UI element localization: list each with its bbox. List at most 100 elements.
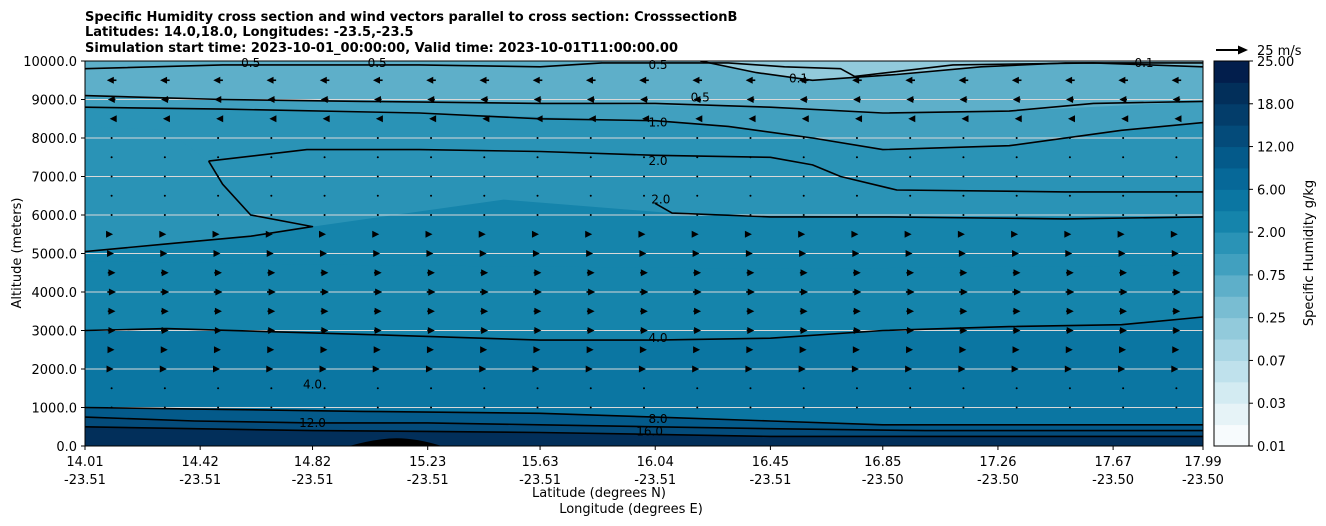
wind-vector-dot bbox=[1122, 214, 1125, 216]
wind-vector-4-11 bbox=[696, 156, 699, 159]
colorbar-swatches bbox=[1214, 61, 1249, 447]
wind-vector-dot bbox=[217, 406, 220, 409]
wind-vector-head bbox=[266, 365, 274, 373]
wind-vector-2-7 bbox=[482, 115, 490, 123]
wind-vector-7-13 bbox=[802, 214, 805, 216]
wind-vector-0-18 bbox=[1065, 76, 1075, 84]
wind-vector-dot bbox=[270, 156, 273, 159]
wind-vector-13-8 bbox=[533, 327, 542, 334]
wind-vector-15-3 bbox=[266, 365, 274, 373]
wind-vector-7-15 bbox=[909, 214, 912, 216]
wind-vector-dot bbox=[536, 175, 539, 178]
wind-vector-14-4 bbox=[320, 346, 328, 354]
colorbar-tick-label-3: 0.25 bbox=[1257, 312, 1286, 327]
plot-area: 0.5 0.5 0.5 0.1 0.1 0.5 1.0 2.0 2.0 4.0 4.0 12.0 8.0… bbox=[84, 56, 1204, 447]
contour-label-7: 2.0 bbox=[648, 154, 667, 168]
colorbar-tick-label-0: 0.01 bbox=[1257, 440, 1286, 455]
wind-vector-12-11 bbox=[693, 307, 702, 315]
wind-vector-16-0 bbox=[110, 387, 113, 390]
colorbar-swatch-9 bbox=[1214, 232, 1249, 254]
wind-vector-13-20 bbox=[1172, 327, 1181, 334]
wind-vector-head bbox=[319, 250, 327, 257]
wind-vector-3-6 bbox=[430, 137, 433, 139]
wind-vector-3-8 bbox=[536, 137, 539, 139]
wind-vector-6-20 bbox=[1175, 194, 1178, 197]
contour-line-10 bbox=[85, 426, 1203, 438]
colorbar-tick-label-1: 0.03 bbox=[1257, 397, 1286, 412]
wind-vector-13-11 bbox=[693, 327, 702, 334]
wind-vector-dot bbox=[962, 137, 965, 139]
wind-vector-dot bbox=[962, 387, 965, 390]
wind-vector-4-12 bbox=[749, 156, 752, 159]
y-tick-label-10: 10000.0 bbox=[23, 55, 77, 70]
wind-vector-dot bbox=[909, 137, 912, 139]
wind-vector-17-8 bbox=[536, 406, 539, 409]
colorbar-tick-label-2: 0.07 bbox=[1257, 354, 1286, 369]
contour-line-8 bbox=[85, 406, 1203, 426]
wind-vector-dot bbox=[430, 175, 433, 178]
wind-vector-dot bbox=[163, 406, 166, 409]
wind-vector-9-8 bbox=[532, 250, 540, 257]
wind-vector-dot bbox=[430, 137, 433, 139]
wind-vector-12-16 bbox=[959, 307, 968, 315]
wind-vector-2-0 bbox=[109, 115, 117, 123]
wind-vector-0-16 bbox=[958, 76, 969, 84]
wind-vector-6-15 bbox=[909, 194, 912, 197]
wind-vector-head bbox=[1173, 269, 1181, 277]
wind-vector-head bbox=[1173, 307, 1181, 315]
wind-vector-13-9 bbox=[586, 327, 595, 334]
wind-vector-dot bbox=[1015, 194, 1018, 197]
wind-vector-6-1 bbox=[163, 194, 166, 197]
wind-vector-12-13 bbox=[799, 307, 808, 315]
wind-vector-head bbox=[852, 76, 860, 84]
wind-vector-13-15 bbox=[906, 327, 915, 334]
wind-vector-5-10 bbox=[643, 175, 645, 178]
wind-vector-11-12 bbox=[746, 288, 755, 296]
wind-vector-dot bbox=[163, 156, 166, 159]
wind-vector-head bbox=[907, 269, 915, 277]
wind-vector-dot bbox=[536, 194, 539, 197]
wind-vector-dot bbox=[376, 156, 379, 159]
wind-vector-17-18 bbox=[1068, 406, 1071, 409]
wind-vector-13-7 bbox=[480, 327, 489, 334]
wind-vector-dot bbox=[802, 214, 805, 216]
colorbar-swatch-13 bbox=[1214, 146, 1249, 169]
wind-vector-2-10 bbox=[642, 115, 650, 123]
wind-vector-6-3 bbox=[270, 194, 273, 197]
contour-line-4 bbox=[208, 148, 1203, 193]
wind-vector-11-2 bbox=[213, 288, 223, 296]
wind-vector-7-10 bbox=[643, 214, 645, 216]
wind-vector-dot bbox=[909, 406, 912, 409]
wind-vector-head bbox=[373, 96, 381, 103]
wind-vector-4-14 bbox=[855, 156, 858, 159]
contour-label-11: 12.0 bbox=[299, 416, 326, 430]
wind-vector-8-11 bbox=[691, 230, 699, 238]
wind-vector-7-19 bbox=[1122, 214, 1125, 216]
wind-vector-15-19 bbox=[1118, 365, 1126, 373]
wind-vector-9-10 bbox=[639, 250, 647, 257]
wind-vector-dot bbox=[323, 406, 326, 409]
wind-vector-15-4 bbox=[319, 365, 327, 373]
wind-vector-11-10 bbox=[639, 288, 649, 296]
wind-vector-head bbox=[426, 346, 434, 354]
wind-vector-3-1 bbox=[163, 137, 166, 139]
wind-vector-12-14 bbox=[853, 307, 861, 315]
wind-vector-head bbox=[428, 288, 436, 296]
wind-vector-12-5 bbox=[373, 307, 382, 315]
wind-vector-head bbox=[640, 269, 648, 277]
wind-vector-8-19 bbox=[1117, 230, 1125, 238]
wind-vector-6-2 bbox=[217, 194, 220, 197]
wind-vector-11-6 bbox=[426, 288, 436, 296]
wind-vector-head bbox=[585, 365, 593, 373]
wind-vector-head bbox=[1067, 288, 1075, 296]
wind-vector-head bbox=[961, 115, 969, 123]
wind-vector-15-14 bbox=[851, 365, 859, 373]
wind-vector-1-19 bbox=[1119, 96, 1127, 103]
wind-vector-5-3 bbox=[270, 175, 273, 178]
wind-vector-dot bbox=[802, 137, 805, 139]
wind-vector-14-11 bbox=[693, 346, 701, 354]
wind-vector-head bbox=[958, 365, 966, 373]
wind-vector-head bbox=[1173, 327, 1181, 334]
wind-vector-12-8 bbox=[533, 307, 542, 315]
wind-vector-1-0 bbox=[107, 96, 116, 103]
